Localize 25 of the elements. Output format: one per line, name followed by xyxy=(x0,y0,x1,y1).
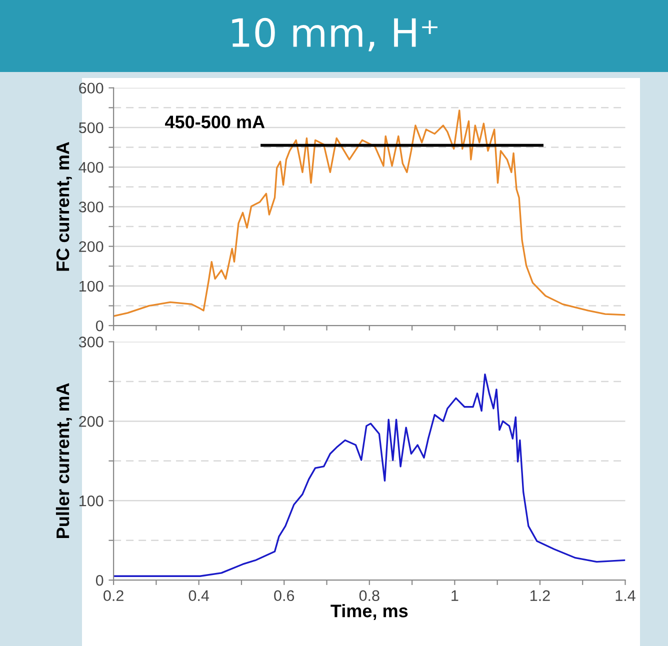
annotation: 450-500 mA xyxy=(165,116,265,128)
x-tick-label: 0.2 xyxy=(104,590,124,602)
line-series xyxy=(114,110,626,317)
line-series xyxy=(114,373,626,577)
y-tick-label: 0 xyxy=(96,574,104,586)
y-tick-label: 100 xyxy=(80,496,104,506)
y-axis-title: FC current, mA xyxy=(56,142,72,271)
y-tick-label: 400 xyxy=(78,162,104,173)
y-tick-label: 500 xyxy=(78,122,104,134)
x-tick-label: 0.8 xyxy=(359,590,380,602)
y-tick-label: 200 xyxy=(79,416,104,427)
x-axis-title: Time, ms xyxy=(330,604,408,620)
y-tick-label: 600 xyxy=(79,82,104,94)
y-axis-title: Puller current, mA xyxy=(56,383,72,538)
x-tick-label: 1 xyxy=(452,590,458,601)
x-tick-label: 0.4 xyxy=(188,590,210,602)
y-tick-label: 0 xyxy=(96,320,104,332)
chart-title: 10 mm, H⁺ xyxy=(232,18,438,52)
y-tick-label: 300 xyxy=(78,336,104,348)
y-tick-label: 300 xyxy=(78,202,104,212)
x-tick-label: 0.6 xyxy=(274,590,294,602)
y-tick-label: 100 xyxy=(80,280,104,292)
y-tick-label: 200 xyxy=(79,241,104,252)
x-tick-label: 1.2 xyxy=(530,590,550,601)
x-tick-label: 1.4 xyxy=(616,590,636,601)
